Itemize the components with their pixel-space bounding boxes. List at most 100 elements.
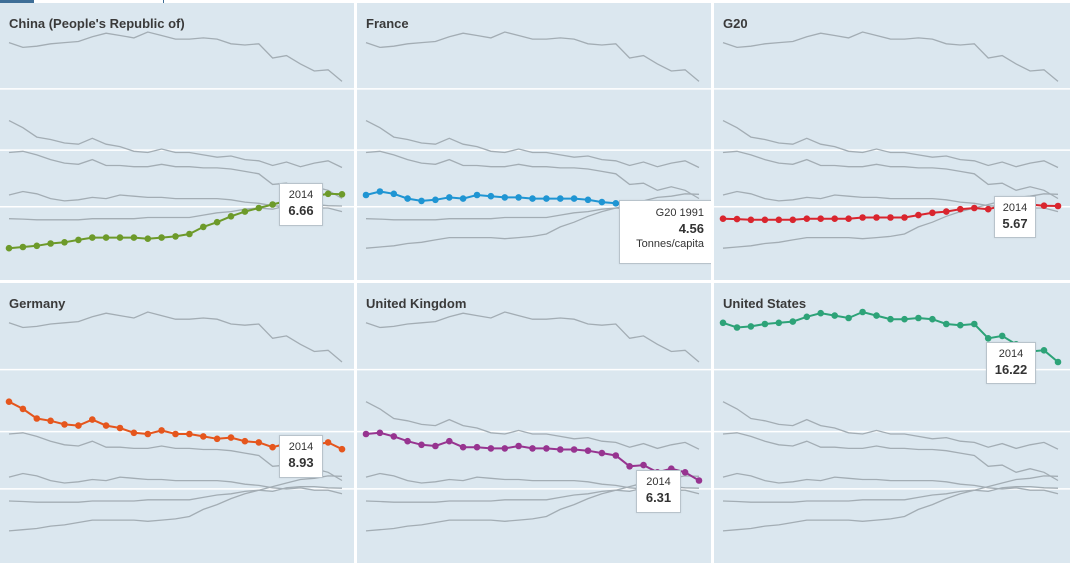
data-point[interactable]: [929, 315, 936, 323]
data-point[interactable]: [418, 441, 425, 449]
data-point[interactable]: [75, 236, 82, 244]
data-point[interactable]: [747, 323, 755, 330]
data-point[interactable]: [915, 211, 922, 219]
data-point[interactable]: [543, 195, 550, 202]
data-point[interactable]: [213, 435, 221, 443]
data-point[interactable]: [543, 445, 550, 452]
data-point[interactable]: [761, 216, 769, 224]
data-point[interactable]: [803, 313, 811, 321]
data-point[interactable]: [957, 321, 964, 329]
data-point[interactable]: [213, 218, 221, 226]
data-point[interactable]: [612, 452, 620, 459]
data-point[interactable]: [733, 324, 741, 331]
data-point[interactable]: [186, 430, 193, 438]
data-point[interactable]: [144, 235, 152, 242]
data-point[interactable]: [859, 308, 866, 316]
data-point[interactable]: [19, 243, 27, 251]
data-point[interactable]: [158, 234, 165, 241]
data-point[interactable]: [557, 446, 564, 453]
data-point[interactable]: [172, 233, 179, 240]
data-point[interactable]: [998, 332, 1006, 340]
data-point[interactable]: [158, 427, 165, 434]
data-point[interactable]: [200, 223, 207, 231]
data-point[interactable]: [873, 312, 880, 319]
data-point[interactable]: [227, 434, 235, 441]
data-point[interactable]: [487, 192, 495, 200]
data-point[interactable]: [227, 213, 235, 220]
small-multiple-panel-france[interactable]: France G20 1991 4.56 Tonnes/capita: [357, 3, 711, 280]
data-point[interactable]: [144, 430, 152, 438]
data-point[interactable]: [817, 215, 824, 222]
data-point[interactable]: [1054, 202, 1062, 210]
data-point[interactable]: [612, 200, 620, 207]
data-point[interactable]: [47, 417, 54, 425]
data-point[interactable]: [241, 208, 249, 215]
data-point[interactable]: [75, 422, 82, 429]
data-point[interactable]: [324, 190, 332, 198]
data-point[interactable]: [957, 205, 964, 213]
data-point[interactable]: [845, 314, 852, 322]
data-point[interactable]: [775, 216, 783, 224]
data-point[interactable]: [831, 312, 838, 319]
data-point[interactable]: [929, 209, 936, 217]
data-point[interactable]: [789, 318, 797, 325]
data-point[interactable]: [557, 195, 564, 202]
data-point[interactable]: [47, 240, 54, 247]
data-point[interactable]: [390, 190, 398, 198]
data-point[interactable]: [515, 442, 522, 450]
data-point[interactable]: [598, 198, 606, 206]
data-point[interactable]: [432, 442, 439, 450]
small-multiple-panel-g20[interactable]: G20 2014 5.67: [714, 3, 1070, 280]
data-point[interactable]: [5, 398, 13, 405]
data-point[interactable]: [102, 234, 110, 241]
data-point[interactable]: [376, 188, 384, 195]
data-point[interactable]: [570, 195, 578, 202]
data-point[interactable]: [338, 191, 346, 198]
data-point[interactable]: [473, 443, 481, 451]
data-point[interactable]: [901, 315, 908, 323]
data-point[interactable]: [971, 320, 978, 328]
data-point[interactable]: [446, 437, 453, 445]
data-point[interactable]: [404, 195, 411, 202]
data-point[interactable]: [584, 447, 592, 454]
data-point[interactable]: [33, 415, 41, 422]
data-point[interactable]: [33, 242, 41, 250]
data-point[interactable]: [695, 477, 703, 484]
data-point[interactable]: [338, 445, 346, 453]
data-point[interactable]: [640, 461, 647, 469]
data-point[interactable]: [269, 201, 276, 208]
data-point[interactable]: [887, 214, 894, 221]
data-point[interactable]: [61, 421, 68, 428]
data-point[interactable]: [598, 449, 606, 457]
data-point[interactable]: [172, 430, 179, 438]
data-point[interactable]: [984, 335, 992, 342]
data-point[interactable]: [761, 320, 769, 328]
data-point[interactable]: [255, 439, 263, 446]
data-point[interactable]: [775, 319, 783, 327]
data-point[interactable]: [626, 463, 633, 470]
data-point[interactable]: [432, 196, 439, 204]
data-point[interactable]: [873, 214, 880, 221]
data-point[interactable]: [116, 234, 124, 241]
data-point[interactable]: [89, 416, 96, 423]
data-point[interactable]: [570, 446, 578, 453]
data-point[interactable]: [1054, 358, 1062, 366]
data-point[interactable]: [515, 194, 522, 201]
data-point[interactable]: [1040, 202, 1048, 209]
data-point[interactable]: [529, 195, 536, 202]
data-point[interactable]: [269, 443, 276, 451]
data-point[interactable]: [130, 234, 138, 241]
data-point[interactable]: [733, 215, 741, 223]
data-point[interactable]: [61, 239, 68, 246]
data-point[interactable]: [241, 437, 249, 445]
data-point[interactable]: [803, 215, 811, 222]
data-point[interactable]: [376, 429, 384, 437]
small-multiple-panel-germany[interactable]: Germany 2014 8.93: [0, 283, 354, 563]
data-point[interactable]: [186, 230, 193, 238]
data-point[interactable]: [943, 208, 950, 215]
data-point[interactable]: [446, 194, 453, 201]
data-point[interactable]: [89, 234, 96, 241]
data-point[interactable]: [887, 315, 894, 323]
data-point[interactable]: [255, 204, 263, 212]
data-point[interactable]: [418, 197, 425, 205]
